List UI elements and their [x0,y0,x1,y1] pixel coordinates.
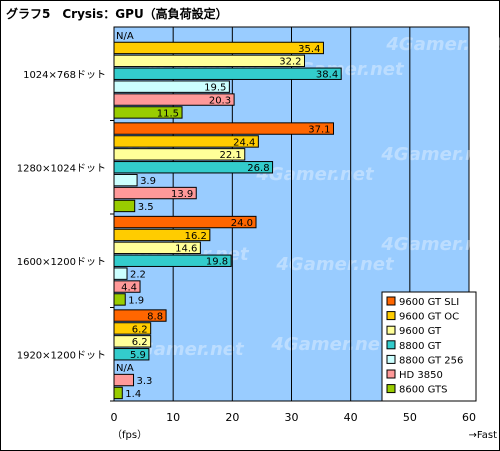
x-tick-label-60: 60 [462,411,476,424]
data-label-1-6: 3.5 [138,202,154,213]
bar-2-1 [113,228,211,242]
data-label-2-6: 1.9 [128,295,144,306]
x-tick-label-40: 40 [344,411,358,424]
x-tick-label-20: 20 [225,411,239,424]
legend-label-3: 8800 GT [399,341,442,352]
legend-label-5: HD 3850 [399,370,443,381]
bar-0-6 [113,106,183,119]
watermark-text: 4Gamer.net [125,339,245,360]
legend-swatch-4 [386,354,396,364]
bar-1-6 [113,199,136,213]
data-label-0-5: 20.3 [209,95,231,106]
na-label-0-0: N/A [116,31,134,42]
bar-1-2 [113,148,246,161]
bar-3-1 [113,322,152,335]
legend-label-6: 8600 GTS [399,385,447,396]
x-axis-label: （fps） [112,429,147,441]
data-label-1-2: 22.1 [219,150,241,161]
bar-2-2 [113,241,201,255]
watermark-text: 4Gamer.net [380,144,500,165]
category-label-1: 1280×1024ドット [17,163,106,174]
legend-swatch-0 [386,296,396,306]
bar-3-6 [113,386,123,400]
bar-0-4 [113,80,230,93]
bar-1-1 [113,135,259,148]
data-label-1-4: 3.9 [140,176,156,187]
watermark-text: 4Gamer.net [255,164,375,185]
data-label-3-0: 8.8 [147,311,163,322]
data-label-3-3: 5.9 [130,350,146,361]
data-label-0-4: 19.5 [204,82,226,93]
data-label-3-2: 6.2 [132,337,148,348]
data-label-2-2: 14.6 [175,244,197,255]
bar-2-3 [113,254,232,267]
bar-3-2 [113,335,152,348]
data-label-2-5: 4.4 [121,282,137,293]
data-label-2-3: 19.8 [206,257,228,268]
data-label-2-0: 24.0 [231,218,253,229]
category-label-2: 1600×1200ドット [17,257,106,268]
bar-1-4 [113,173,138,187]
legend-label-4: 8800 GT 256 [399,355,463,366]
bar-3-3 [113,348,150,361]
bar-0-3 [113,67,342,80]
category-label-3: 1920×1200ドット [17,350,106,361]
data-label-0-1: 35.4 [298,44,320,55]
legend-box [381,291,477,402]
legend-swatch-6 [386,384,396,394]
legend-label-1: 9600 GT OC [399,312,459,323]
bar-2-0 [113,215,257,229]
legend-swatch-2 [386,325,396,335]
bar-2-5 [113,280,141,293]
data-label-3-1: 6.2 [132,324,148,335]
watermark-text: 4Gamer.net [275,254,395,275]
watermark-text: 4Gamer.net [385,34,500,55]
bar-1-5 [113,186,197,200]
legend-label-2: 9600 GT [399,326,442,337]
data-label-3-5: 3.3 [137,376,153,387]
bar-3-0 [113,309,167,322]
data-label-1-3: 26.8 [247,163,269,174]
bar-1-0 [113,122,335,135]
watermark-text: 4Gamer.net [270,334,390,355]
data-label-1-1: 24.4 [233,137,255,148]
bar-0-1 [113,41,324,55]
data-label-3-6: 1.4 [125,389,141,400]
bar-2-6 [113,293,126,306]
data-label-0-2: 32.2 [279,57,301,68]
data-label-0-3: 38.4 [316,70,338,81]
legend-swatch-5 [386,369,396,379]
watermark-text: 4Gamer.net [380,234,500,255]
x-tick-label-50: 50 [403,411,417,424]
x-tick-label-10: 10 [166,411,180,424]
data-label-1-0: 37.1 [308,124,330,135]
chart-title: グラフ5 Crysis：GPU（高負荷設定） [6,7,228,21]
bar-0-2 [113,54,306,68]
category-label-0: 1024×768ドット [23,70,106,81]
x-tick-label-0: 0 [111,411,118,424]
data-label-0-6: 11.5 [157,108,179,119]
bar-0-5 [113,93,235,106]
x-axis-direction-label: →Fast [469,430,498,441]
bar-3-5 [113,373,135,387]
data-label-1-5: 13.9 [171,189,193,200]
data-label-2-1: 16.2 [185,231,207,242]
bar-2-4 [113,267,128,280]
data-label-2-4: 2.2 [130,269,146,280]
bar-1-3 [113,161,274,174]
legend-swatch-1 [386,311,396,321]
na-label-3-4: N/A [116,363,134,374]
legend-swatch-3 [386,340,396,350]
x-tick-label-30: 30 [285,411,299,424]
legend-label-0: 9600 GT SLI [399,297,459,308]
